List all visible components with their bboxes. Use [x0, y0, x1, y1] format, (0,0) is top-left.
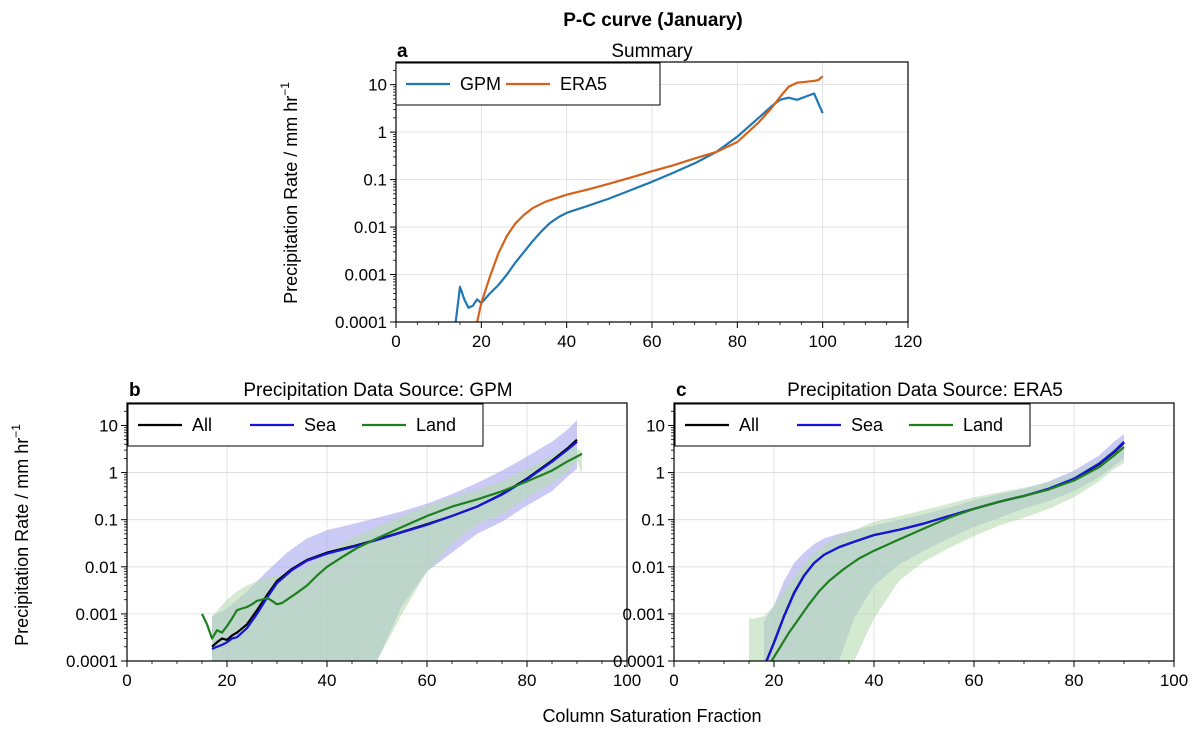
y-tick-label-c: 10	[646, 416, 665, 435]
x-axis-label: Column Saturation Fraction	[542, 706, 761, 726]
x-tick-label-c: 100	[1160, 671, 1188, 690]
y-tick-label-c: 0.01	[632, 558, 665, 577]
panel-b: b Precipitation Data Source: GPM 0 20 40 60…	[9, 380, 641, 690]
series-line-sea-b	[211, 440, 578, 651]
panel-label-b: b	[129, 380, 141, 401]
legend-box-b	[127, 403, 484, 447]
x-tick-label-a: 100	[808, 332, 836, 351]
y-tick-label-b: 0.1	[94, 511, 118, 530]
x-tick-label-a: 80	[728, 332, 747, 351]
y-tick-label-b: 0.001	[75, 605, 118, 624]
x-tick-label-a: 120	[894, 332, 922, 351]
y-tick-label-a: 0.001	[344, 266, 387, 285]
y-axis-label-b: Precipitation Rate / mm hr−1	[9, 424, 32, 646]
legend-label-era5-a: ERA5	[560, 74, 607, 94]
x-tick-label-b: 20	[218, 671, 237, 690]
y-tick-label-a: 1	[378, 123, 387, 142]
plot-area-b: 0 20 40 60 80 100 0.0001 0.001 0.01 0.1 1 10 All Sea L…	[66, 402, 641, 690]
plot-area-a: 0 20 40 60 80 100 120 0.0001 0.001 0.01 0.1 1 10 GPM E…	[335, 61, 922, 351]
y-tick-label-a: 0.01	[354, 218, 387, 237]
figure-title: P-C curve (January)	[563, 10, 743, 31]
series-line-era5-a	[476, 75, 824, 322]
panel-label-a: a	[397, 41, 408, 62]
y-tick-label-b: 0.0001	[66, 652, 118, 671]
panel-title-b: Precipitation Data Source: GPM	[243, 380, 512, 401]
x-tick-label-a: 0	[391, 332, 400, 351]
y-axis-label-text-b: Precipitation Rate / mm hr	[12, 438, 32, 646]
series-line-land-b	[201, 452, 583, 640]
y-tick-label-c: 0.1	[641, 511, 665, 530]
x-tick-label-a: 40	[557, 332, 576, 351]
panel-title-c: Precipitation Data Source: ERA5	[787, 380, 1063, 401]
x-tick-label-a: 60	[643, 332, 662, 351]
x-tick-label-c: 0	[669, 671, 678, 690]
x-tick-label-b: 40	[318, 671, 337, 690]
x-tick-label-b: 0	[122, 671, 131, 690]
legend-label-gpm-a: GPM	[460, 74, 501, 94]
legend-label-sea-c: Sea	[851, 415, 884, 435]
y-axis-label-text-a: Precipitation Rate / mm hr	[281, 96, 301, 304]
legend-label-all-c: All	[739, 415, 759, 435]
y-tick-label-c: 0.0001	[613, 652, 665, 671]
panel-title-a: Summary	[611, 41, 693, 62]
panel-a: a Summary 0 20 40 60 80 100 120 0.0001 0.001 0.01…	[278, 41, 922, 351]
legend-label-land-c: Land	[963, 415, 1003, 435]
panel-label-c: c	[676, 380, 687, 401]
x-tick-label-c: 20	[765, 671, 784, 690]
panel-c: c Precipitation Data Source: ERA5 0 20 40 6…	[613, 380, 1188, 690]
series-line-sea-c	[765, 441, 1125, 661]
y-tick-label-a: 0.1	[363, 171, 387, 190]
y-tick-label-b: 10	[99, 416, 118, 435]
y-axis-label-sup-a: −1	[278, 82, 292, 96]
legend-label-all-b: All	[192, 415, 212, 435]
x-tick-label-b: 60	[418, 671, 437, 690]
legend-label-sea-b: Sea	[304, 415, 337, 435]
y-axis-label-sup-b: −1	[9, 424, 23, 438]
y-tick-label-a: 0.0001	[335, 313, 387, 332]
series-line-land-c	[770, 446, 1125, 661]
x-tick-label-b: 100	[613, 671, 641, 690]
y-tick-label-c: 0.001	[622, 605, 665, 624]
y-tick-label-a: 10	[368, 76, 387, 95]
x-tick-label-c: 60	[965, 671, 984, 690]
x-tick-label-b: 80	[518, 671, 537, 690]
y-tick-label-b: 0.01	[85, 558, 118, 577]
legend-box-c	[674, 403, 1031, 447]
x-tick-label-a: 20	[472, 332, 491, 351]
y-tick-label-b: 1	[109, 464, 118, 483]
legend-label-land-b: Land	[416, 415, 456, 435]
x-tick-label-c: 40	[865, 671, 884, 690]
y-axis-label-a: Precipitation Rate / mm hr−1	[278, 82, 301, 304]
x-tick-label-c: 80	[1065, 671, 1084, 690]
y-tick-label-c: 1	[656, 464, 665, 483]
series-line-gpm-a	[454, 92, 824, 322]
